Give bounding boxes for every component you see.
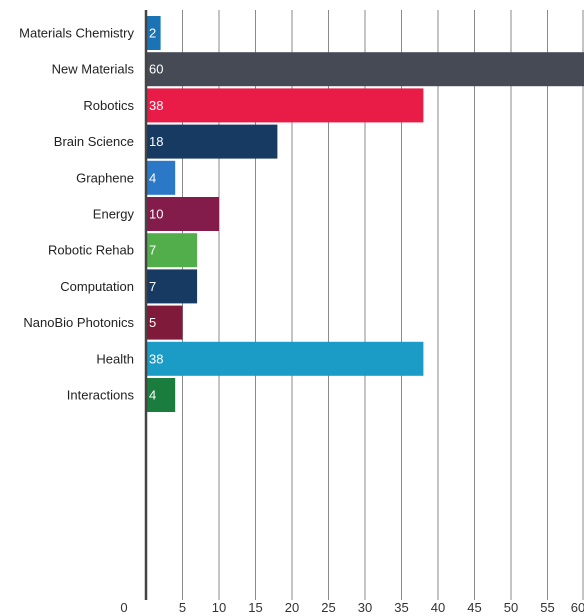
bar — [146, 197, 219, 231]
category-label: Brain Science — [54, 134, 134, 149]
category-label: New Materials — [52, 62, 135, 77]
x-tick-labels: 0 5 10 15 20 25 30 35 40 45 50 55 60 — [120, 600, 584, 615]
category-label: Computation — [60, 279, 134, 294]
x-tick-label: 0 — [120, 600, 127, 615]
value-label: 10 — [149, 207, 163, 222]
category-label: Energy — [93, 207, 135, 222]
x-tick-label: 20 — [285, 600, 299, 615]
category-label: Graphene — [76, 170, 134, 185]
value-label: 38 — [149, 98, 163, 113]
category-label: Health — [96, 351, 134, 366]
x-tick-label: 40 — [431, 600, 445, 615]
value-labels: 2 60 38 18 4 10 7 7 5 38 4 — [149, 26, 163, 403]
x-tick-label: 5 — [179, 600, 186, 615]
value-label: 18 — [149, 134, 163, 149]
category-label: Materials Chemistry — [19, 26, 134, 41]
x-tick-label: 15 — [248, 600, 262, 615]
x-tick-label: 10 — [212, 600, 226, 615]
x-tick-label: 55 — [540, 600, 554, 615]
value-label: 38 — [149, 351, 163, 366]
category-label: Interactions — [67, 388, 135, 403]
value-label: 5 — [149, 315, 156, 330]
bar — [146, 378, 176, 412]
bar — [146, 52, 584, 87]
x-tick-label: 35 — [394, 600, 408, 615]
category-labels: Materials Chemistry New Materials Robotics… — [19, 26, 134, 403]
x-tick-label: 60 — [571, 600, 584, 615]
x-tick-label: 30 — [358, 600, 372, 615]
bar — [146, 269, 198, 304]
category-label: Robotics — [83, 98, 134, 113]
x-tick-label: 50 — [504, 600, 518, 615]
value-label: 4 — [149, 170, 156, 185]
bars — [146, 16, 584, 412]
value-label: 60 — [149, 62, 163, 77]
value-label: 4 — [149, 388, 156, 403]
value-label: 2 — [149, 26, 156, 41]
x-tick-label: 45 — [467, 600, 481, 615]
bar — [146, 160, 176, 195]
x-tick-label: 25 — [321, 600, 335, 615]
bar — [146, 305, 183, 340]
bar — [146, 16, 161, 50]
category-label: NanoBio Photonics — [23, 315, 134, 330]
category-label: Robotic Rehab — [48, 243, 134, 258]
bar — [146, 341, 424, 376]
value-label: 7 — [149, 243, 156, 258]
bar — [146, 233, 198, 268]
bar — [146, 88, 424, 123]
value-label: 7 — [149, 279, 156, 294]
bar — [146, 124, 278, 159]
